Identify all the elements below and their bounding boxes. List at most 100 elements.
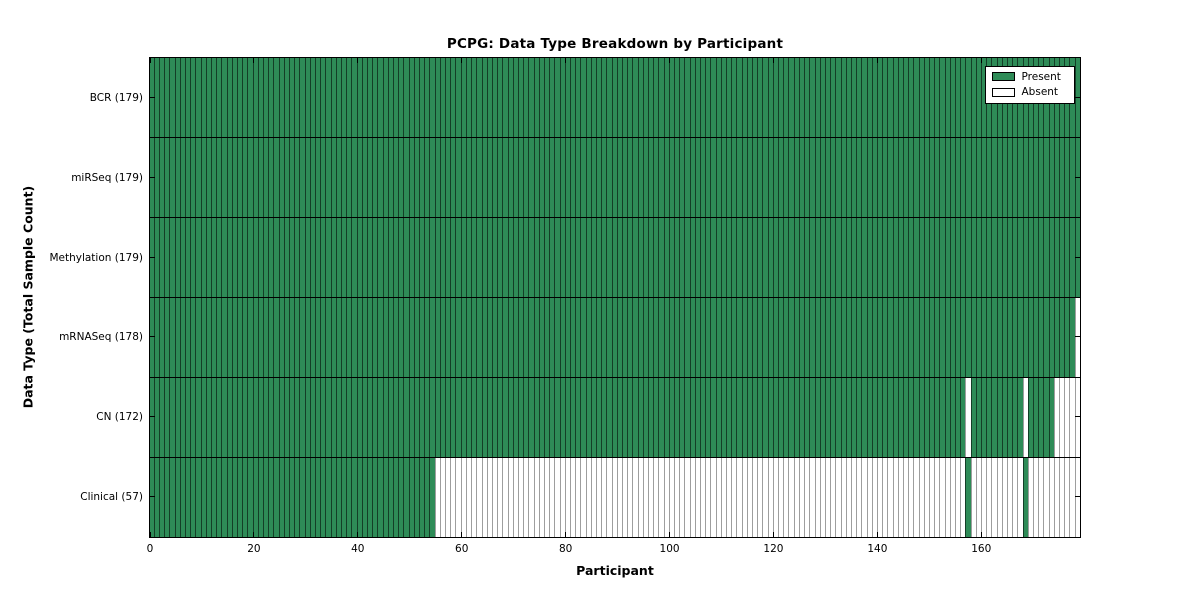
participant-bar	[1007, 217, 1013, 297]
participant-bar	[960, 137, 966, 217]
participant-bar	[507, 297, 513, 377]
participant-bar	[741, 377, 747, 457]
participant-bar	[1064, 377, 1070, 457]
participant-bar	[231, 377, 237, 457]
participant-bar	[393, 297, 399, 377]
participant-bar	[236, 457, 243, 537]
participant-bar	[517, 217, 524, 297]
participant-bar	[372, 137, 378, 217]
participant-bar	[445, 137, 451, 217]
participant-bar	[648, 137, 654, 217]
participant-bar	[585, 297, 591, 377]
participant-bar	[533, 57, 539, 137]
participant-bar	[772, 297, 779, 377]
participant-bar	[804, 457, 810, 537]
participant-bar	[538, 457, 544, 537]
participant-bar	[866, 57, 872, 137]
participant-bar	[424, 377, 430, 457]
participant-bar	[710, 457, 716, 537]
participant-bar	[231, 457, 237, 537]
participant-bar	[226, 377, 232, 457]
participant-bar	[809, 377, 815, 457]
participant-bar	[694, 297, 701, 377]
participant-bar	[882, 137, 888, 217]
participant-bar	[840, 457, 846, 537]
participant-bar	[294, 297, 300, 377]
participant-bar	[694, 137, 701, 217]
participant-bar	[210, 457, 217, 537]
participant-bar	[413, 57, 420, 137]
tick-mark	[980, 57, 982, 63]
participant-bar	[830, 377, 836, 457]
participant-bar	[278, 457, 284, 537]
y-tick-label: Methylation (179)	[49, 251, 143, 264]
participant-bar	[1038, 137, 1044, 217]
participant-bar	[247, 297, 253, 377]
participant-bar	[632, 217, 638, 297]
participant-bar	[231, 217, 237, 297]
participant-bar	[1069, 137, 1075, 217]
participant-bar	[1007, 137, 1013, 217]
participant-bar	[809, 137, 815, 217]
participant-bar	[798, 457, 805, 537]
participant-bar	[970, 217, 976, 297]
participant-bar	[236, 377, 243, 457]
participant-bar	[580, 297, 586, 377]
participant-bar	[403, 57, 409, 137]
participant-bar	[928, 297, 935, 377]
participant-bar	[1027, 217, 1034, 297]
participant-bar	[679, 297, 685, 377]
participant-bar	[840, 377, 846, 457]
participant-bar	[351, 297, 357, 377]
participant-bar	[788, 377, 794, 457]
participant-bar	[856, 57, 862, 137]
participant-bar	[481, 57, 487, 137]
participant-bar	[611, 377, 617, 457]
participant-bar	[996, 377, 1002, 457]
participant-bar	[419, 457, 425, 537]
participant-bar	[361, 297, 368, 377]
participant-bar	[835, 457, 841, 537]
participant-bar	[1027, 297, 1034, 377]
participant-bar	[283, 137, 289, 217]
participant-bar	[616, 297, 622, 377]
tick-mark	[772, 57, 774, 63]
participant-bar	[164, 57, 170, 137]
participant-bar	[1007, 297, 1013, 377]
participant-bar	[460, 217, 466, 297]
participant-bar	[611, 297, 617, 377]
participant-bar	[804, 377, 810, 457]
participant-bar	[726, 217, 732, 297]
participant-bar	[367, 297, 373, 377]
participant-bar	[242, 57, 248, 137]
participant-bar	[278, 137, 284, 217]
participant-bar	[658, 297, 664, 377]
tick-mark	[357, 57, 359, 63]
participant-bar	[970, 377, 976, 457]
y-tick-label: CN (172)	[96, 411, 143, 424]
participant-bar	[200, 377, 206, 457]
participant-bar	[902, 297, 909, 377]
participant-bar	[1048, 457, 1054, 537]
participant-bar	[341, 217, 347, 297]
participant-bar	[559, 137, 565, 217]
participant-bar	[689, 457, 695, 537]
participant-bar	[476, 377, 482, 457]
participant-bar	[512, 217, 518, 297]
participant-bar	[262, 457, 269, 537]
participant-bar	[939, 57, 945, 137]
participant-bar	[892, 457, 898, 537]
participant-bar	[1048, 377, 1054, 457]
participant-bar	[830, 457, 836, 537]
participant-bar	[299, 297, 305, 377]
participant-bar	[569, 137, 576, 217]
participant-bar	[986, 377, 992, 457]
participant-bar	[320, 57, 326, 137]
participant-bar	[200, 457, 206, 537]
participant-bar	[814, 297, 820, 377]
participant-bar	[991, 297, 997, 377]
participant-bar	[882, 217, 888, 297]
participant-bar	[429, 137, 435, 217]
participant-bar	[419, 57, 425, 137]
participant-bar	[871, 297, 877, 377]
